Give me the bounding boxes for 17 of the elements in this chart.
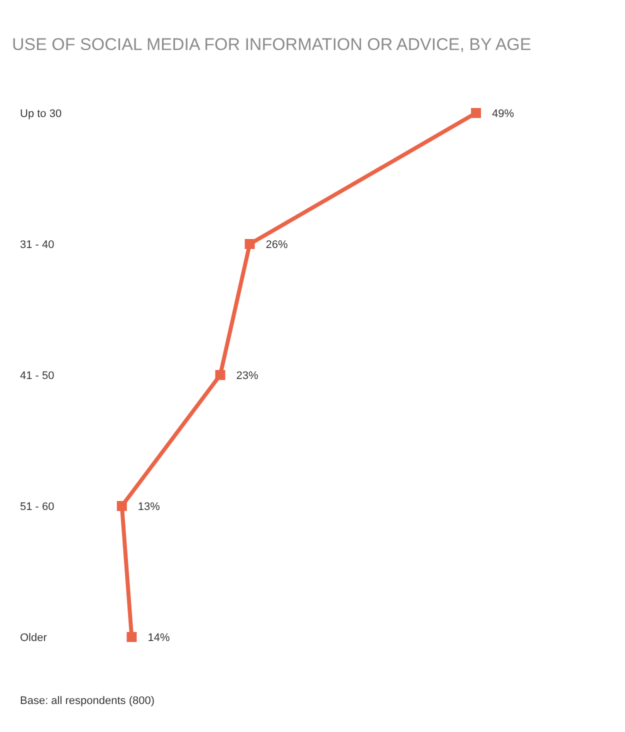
y-tick-label: 51 - 60 [20,501,54,513]
data-label: 13% [138,501,160,513]
data-label: 26% [266,239,288,251]
chart-title: USE OF SOCIAL MEDIA FOR INFORMATION OR ADVICE, BY AGE [12,35,532,54]
y-tick-label: Up to 30 [20,108,62,120]
y-tick-label: 41 - 50 [20,370,54,382]
y-tick-label: Older [20,632,48,644]
y-tick-label: 31 - 40 [20,239,54,251]
data-label: 14% [148,632,170,644]
point [244,239,255,249]
point [116,501,127,511]
data-label: 49% [492,108,514,120]
point [471,108,481,118]
data-label: 23% [236,370,258,382]
point [215,370,226,380]
point [126,632,137,642]
annotation: Base: all respondents (800) [20,695,155,707]
